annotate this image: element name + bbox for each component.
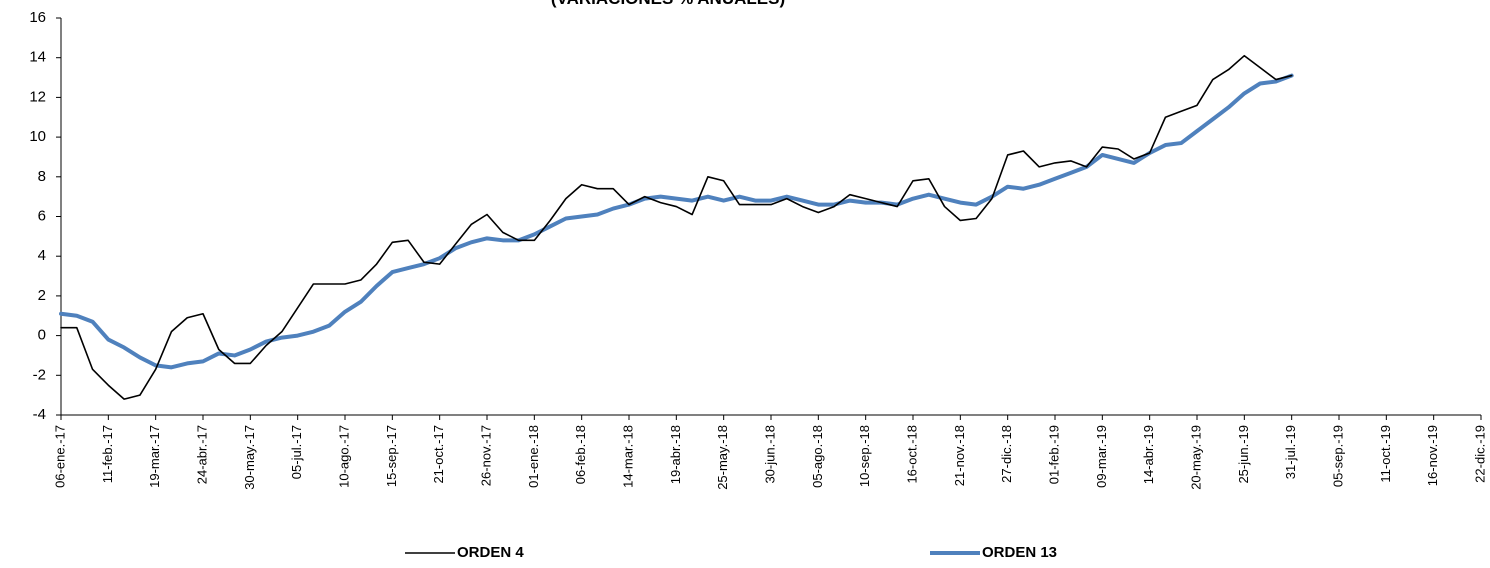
- x-tick-label: 25-jun.-19: [1236, 425, 1251, 484]
- y-tick-label: 12: [29, 88, 46, 105]
- y-tick-label: 0: [38, 327, 46, 344]
- x-tick-label: 05-jul.-17: [289, 425, 304, 479]
- x-tick-label: 01-feb.-19: [1046, 425, 1061, 484]
- y-tick-label: -2: [33, 366, 46, 383]
- x-tick-label: 10-sep.-18: [857, 425, 872, 487]
- x-tick-label: 16-oct.-18: [904, 425, 919, 484]
- y-tick-label: 8: [38, 168, 46, 185]
- x-tick-label: 14-abr.-19: [1141, 425, 1156, 484]
- y-tick-label: 4: [38, 247, 46, 264]
- x-tick-label: 14-mar.-18: [620, 425, 635, 488]
- y-tick-label: 16: [29, 9, 46, 26]
- x-tick-label: 26-nov.-17: [478, 425, 493, 486]
- x-tick-label: 24-abr.-17: [194, 425, 209, 484]
- y-tick-label: 6: [38, 207, 46, 224]
- x-tick-label: 11-feb.-17: [100, 425, 115, 483]
- x-tick-label: 06-feb.-18: [573, 425, 588, 484]
- x-tick-label: 22-dic.-19: [1472, 425, 1487, 483]
- y-tick-label: 14: [29, 49, 46, 66]
- x-tick-label: 11-oct.-19: [1378, 425, 1393, 483]
- series-line: [59, 73, 1294, 370]
- legend-label: ORDEN 4: [457, 544, 524, 561]
- x-tick-label: 16-nov.-19: [1425, 425, 1440, 486]
- y-tick-label: -4: [33, 406, 46, 423]
- legend-label: ORDEN 13: [982, 544, 1057, 561]
- x-tick-label: 05-sep.-19: [1330, 425, 1345, 487]
- x-tick-label: 27-dic.-18: [999, 425, 1014, 483]
- x-tick-label: 21-nov.-18: [952, 425, 967, 486]
- x-tick-label: 30-jun.-18: [762, 425, 777, 484]
- x-tick-label: 31-jul.-19: [1283, 425, 1298, 479]
- x-tick-label: 21-oct.-17: [431, 425, 446, 484]
- y-tick-label: 2: [38, 287, 46, 304]
- x-tick-label: 20-may.-19: [1188, 425, 1203, 490]
- x-tick-label: 15-sep.-17: [384, 425, 399, 487]
- x-tick-label: 06-ene.-17: [52, 425, 67, 488]
- x-tick-label: 30-may.-17: [242, 425, 257, 490]
- chart-title: (VARIACIONES % ANUALES): [551, 0, 785, 8]
- x-tick-label: 05-ago.-18: [810, 425, 825, 488]
- x-tick-label: 09-mar.-19: [1094, 425, 1109, 488]
- x-tick-label: 19-abr.-18: [668, 425, 683, 484]
- x-tick-label: 10-ago.-17: [336, 425, 351, 488]
- x-tick-label: 25-may.-18: [715, 425, 730, 490]
- series-line: [60, 54, 1293, 400]
- x-tick-label: 01-ene.-18: [526, 425, 541, 488]
- y-tick-label: 10: [29, 128, 46, 145]
- x-tick-label: 19-mar.-17: [147, 425, 162, 488]
